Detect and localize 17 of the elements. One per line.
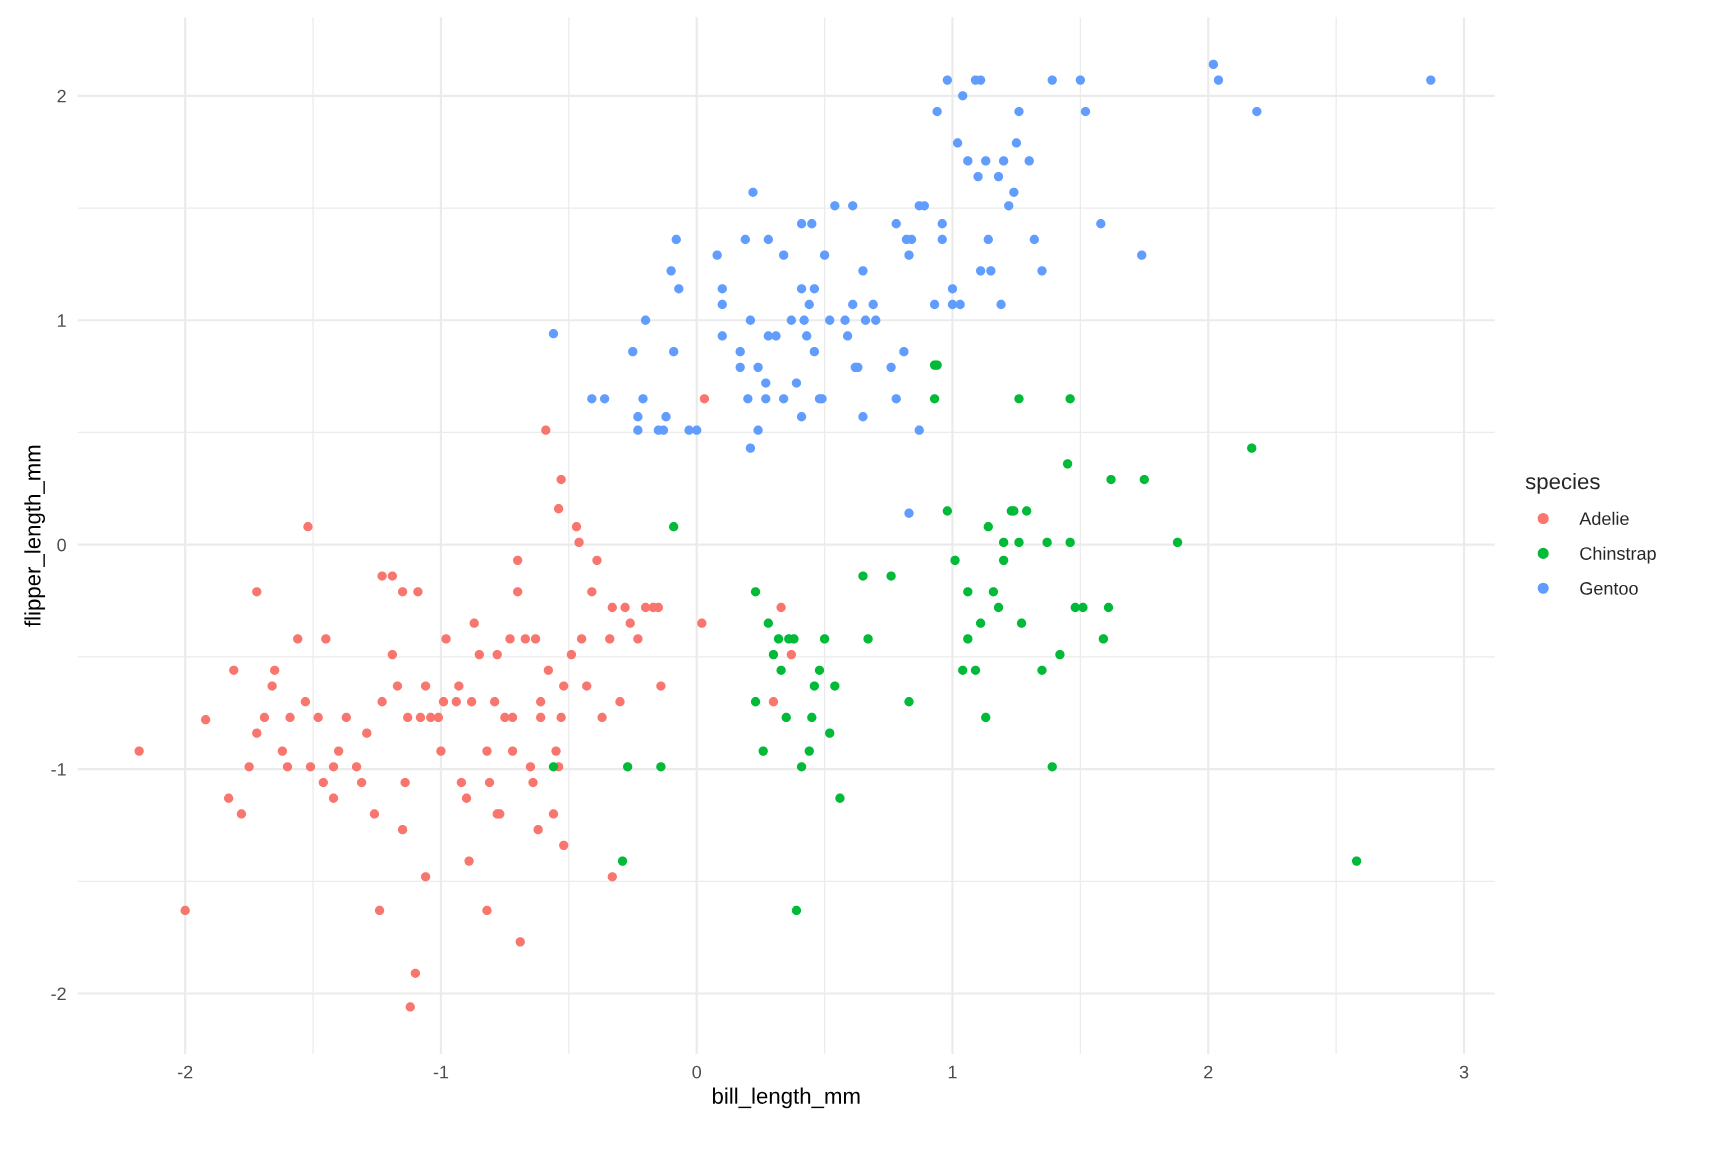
legend-label: Chinstrap [1580,546,1656,564]
x-tick-label: -1 [433,1065,449,1079]
x-axis-title: bill_length_mm [712,1087,860,1109]
x-tick-label: 2 [1204,1065,1213,1079]
y-tick-label: -1 [51,763,66,776]
y-tick-label: 0 [57,538,66,552]
legend-title: species [1525,472,1600,494]
y-tick-label: 1 [57,314,66,327]
legend-label: Gentoo [1580,582,1638,595]
x-tick-label: 3 [1459,1065,1469,1079]
legend-label: Adelie [1579,511,1629,526]
x-tick-label: -2 [177,1065,193,1079]
x-tick-label: 1 [948,1065,957,1079]
y-tick-label: 2 [57,89,66,103]
y-tick-label: -2 [51,987,66,1001]
y-axis-title: flipper_length_mm [24,445,46,627]
x-tick-label: 0 [692,1065,702,1079]
